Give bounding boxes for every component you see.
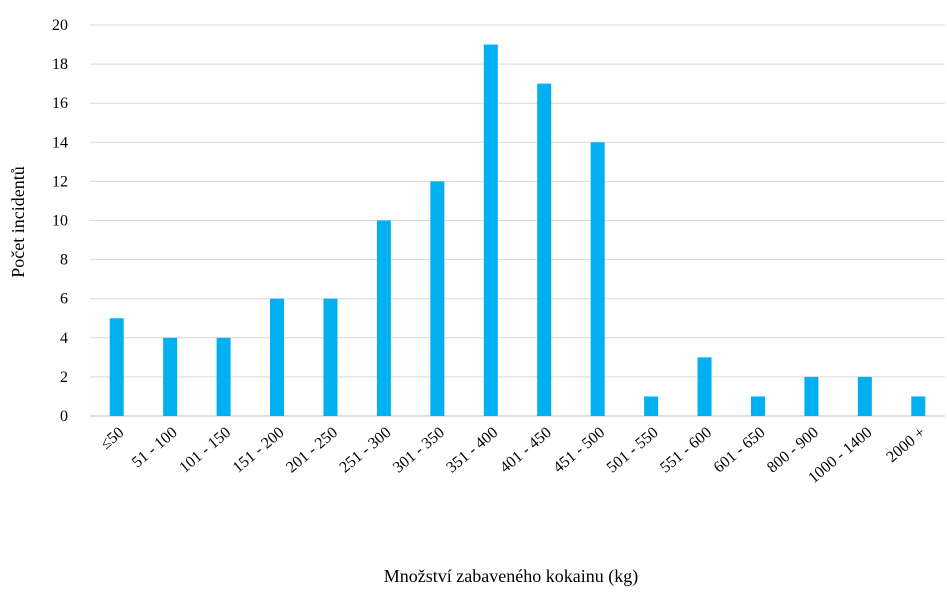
y-tick-label: 10: [52, 213, 68, 230]
x-tick-label: 351 - 400: [443, 424, 501, 476]
x-tick-label: 201 - 250: [283, 424, 341, 476]
bar: [911, 396, 926, 416]
y-tick-label: 2: [60, 369, 68, 386]
x-tick-label: 501 - 550: [604, 424, 662, 476]
y-tick-label: 18: [52, 56, 68, 73]
y-tick-label: 8: [60, 252, 68, 269]
x-tick-label: 301 - 350: [390, 424, 448, 476]
bar: [216, 337, 231, 416]
x-tick-label: 101 - 150: [176, 424, 234, 476]
y-tick-label: 6: [60, 291, 68, 308]
bar: [697, 357, 712, 416]
bar: [804, 376, 819, 416]
bar: [590, 142, 605, 417]
y-tick-label: 16: [52, 95, 68, 112]
x-tick-label: 51 - 100: [129, 424, 181, 471]
x-tick-label: 451 - 500: [550, 424, 608, 476]
x-tick-label: 2000 +: [883, 424, 928, 466]
bar: [430, 181, 445, 416]
bar: [483, 44, 498, 417]
bar: [537, 83, 552, 417]
x-tick-label: ≤50: [97, 424, 127, 453]
bar: [857, 376, 872, 416]
bar: [270, 298, 285, 416]
y-tick-label: 4: [60, 330, 68, 347]
y-axis-ticks: 0 2 4 6 8 10 12 14 16 18 20: [52, 17, 68, 425]
bars: [109, 44, 926, 417]
bar: [109, 318, 124, 416]
gridlines: [90, 24, 945, 417]
x-tick-label: 601 - 650: [711, 424, 769, 476]
y-tick-label: 12: [52, 173, 68, 190]
y-tick-label: 20: [52, 17, 68, 34]
x-tick-label: 251 - 300: [337, 424, 395, 476]
bar: [163, 337, 178, 416]
x-tick-label: 401 - 450: [497, 424, 555, 476]
y-axis-title: Počet incidentů: [8, 166, 28, 277]
bar: [323, 298, 338, 416]
x-axis-title: Množství zabaveného kokainu (kg): [384, 566, 638, 587]
x-tick-label: 551 - 600: [657, 424, 715, 476]
y-tick-label: 0: [60, 408, 68, 425]
bar: [644, 396, 659, 416]
x-tick-label: 151 - 200: [230, 424, 288, 476]
y-tick-label: 14: [52, 134, 68, 151]
bar: [750, 396, 765, 416]
bar: [376, 220, 391, 416]
